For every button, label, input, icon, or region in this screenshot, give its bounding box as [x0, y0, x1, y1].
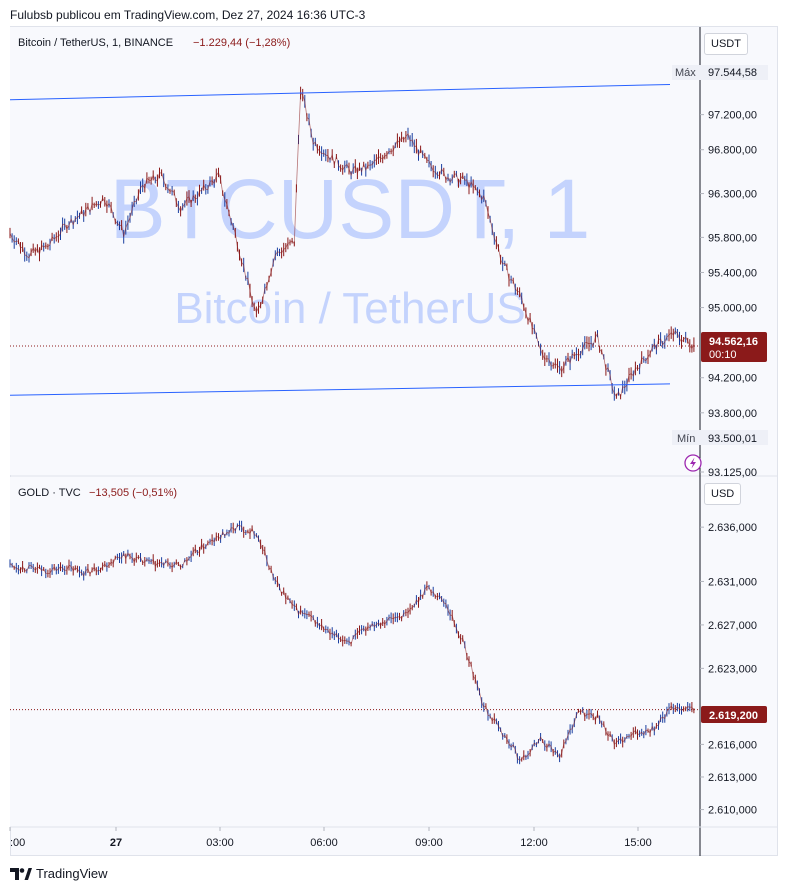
btc-watermark-sub: Bitcoin / TetherUS: [174, 284, 525, 333]
btc-price-line: [9, 92, 695, 399]
gold-tick-label: 2.616,000: [708, 739, 757, 751]
btc-trendline-1[interactable]: [9, 83, 671, 101]
btc-legend-symbol[interactable]: Bitcoin / TetherUS, 1, BINANCE: [18, 37, 173, 49]
lightning-bolt-glyph: [690, 457, 696, 469]
gold-pane[interactable]: [10, 477, 700, 827]
btc-last-price: 94.562,16: [709, 336, 758, 348]
btc-trendline-2[interactable]: [9, 383, 671, 396]
time-tick-label: 27: [110, 837, 122, 849]
time-tick-label: 09:00: [415, 837, 443, 849]
btc-currency-button[interactable]: USDT: [704, 33, 748, 55]
btc-tick-label: 93.125,00: [708, 467, 757, 479]
btc-tick-label: 95.800,00: [708, 232, 757, 244]
btc-tick-label: 93.800,00: [708, 408, 757, 420]
gold-tick-label: 2.636,000: [708, 522, 757, 534]
btc-tick-label: 94.200,00: [708, 373, 757, 385]
btc-max-value: 97.544,58: [708, 67, 757, 79]
btc-max-marker-bg: [672, 65, 768, 80]
gold-tick-label: 2.623,000: [708, 663, 757, 675]
btc-countdown: 00:10: [709, 349, 737, 361]
btc-tick-label: 96.300,00: [708, 189, 757, 201]
tradingview-brand: TradingView: [36, 866, 108, 881]
btc-legend-change: −1.229,44 (−1,28%): [193, 37, 290, 49]
time-tick-label: :00: [10, 837, 25, 849]
btc-price-axis[interactable]: 97.200,00 96.800,00 96.300,00 95.800,00 95.4…: [700, 110, 757, 479]
btc-watermark-main: BTCUSDT, 1: [110, 162, 591, 256]
tradingview-footer[interactable]: TradingView: [10, 866, 108, 881]
gold-tick-label: 2.613,000: [708, 772, 757, 784]
btc-last-price-badge: [701, 332, 767, 362]
gold-tick-label: 2.631,000: [708, 576, 757, 588]
gold-tick-label: 2.627,000: [708, 620, 757, 632]
gold-series-layer: [9, 520, 700, 765]
btc-min-value: 93.500,01: [708, 433, 757, 445]
btc-tick-label: 95.400,00: [708, 267, 757, 279]
gold-legend-symbol[interactable]: GOLD · TVC: [18, 487, 81, 499]
gold-legend-change: −13,505 (−0,51%): [89, 487, 177, 499]
btc-min-label: Mín: [677, 433, 695, 445]
publisher-header: Fulubsb publicou em TradingView.com, Dez…: [10, 8, 366, 22]
time-tick-label: 15:00: [624, 837, 652, 849]
time-axis[interactable]: :00 27 03:00 06:00 09:00 12:00 15:00: [9, 827, 652, 849]
btc-max-label: Máx: [675, 67, 696, 79]
gold-currency-button[interactable]: USD: [704, 483, 742, 505]
gold-last-price: 2.619,200: [709, 710, 758, 722]
btc-series-layer: [9, 83, 700, 401]
time-tick-label: 12:00: [520, 837, 548, 849]
btc-min-marker-bg: [672, 430, 768, 445]
time-tick-label: 06:00: [310, 837, 338, 849]
gold-tick-label: 2.610,000: [708, 805, 757, 817]
time-tick-label: 03:00: [206, 837, 234, 849]
btc-tick-label: 97.200,00: [708, 110, 757, 122]
btc-tick-label: 95.000,00: [708, 303, 757, 315]
gold-price-axis[interactable]: 2.636,000 2.631,000 2.627,000 2.623,000 2.61…: [700, 522, 757, 817]
btc-pane[interactable]: [10, 27, 700, 475]
btc-tick-label: 96.800,00: [708, 145, 757, 157]
gold-last-price-badge: [701, 706, 767, 723]
tradingview-logo-icon: [10, 867, 32, 880]
gold-price-line: [9, 524, 695, 761]
